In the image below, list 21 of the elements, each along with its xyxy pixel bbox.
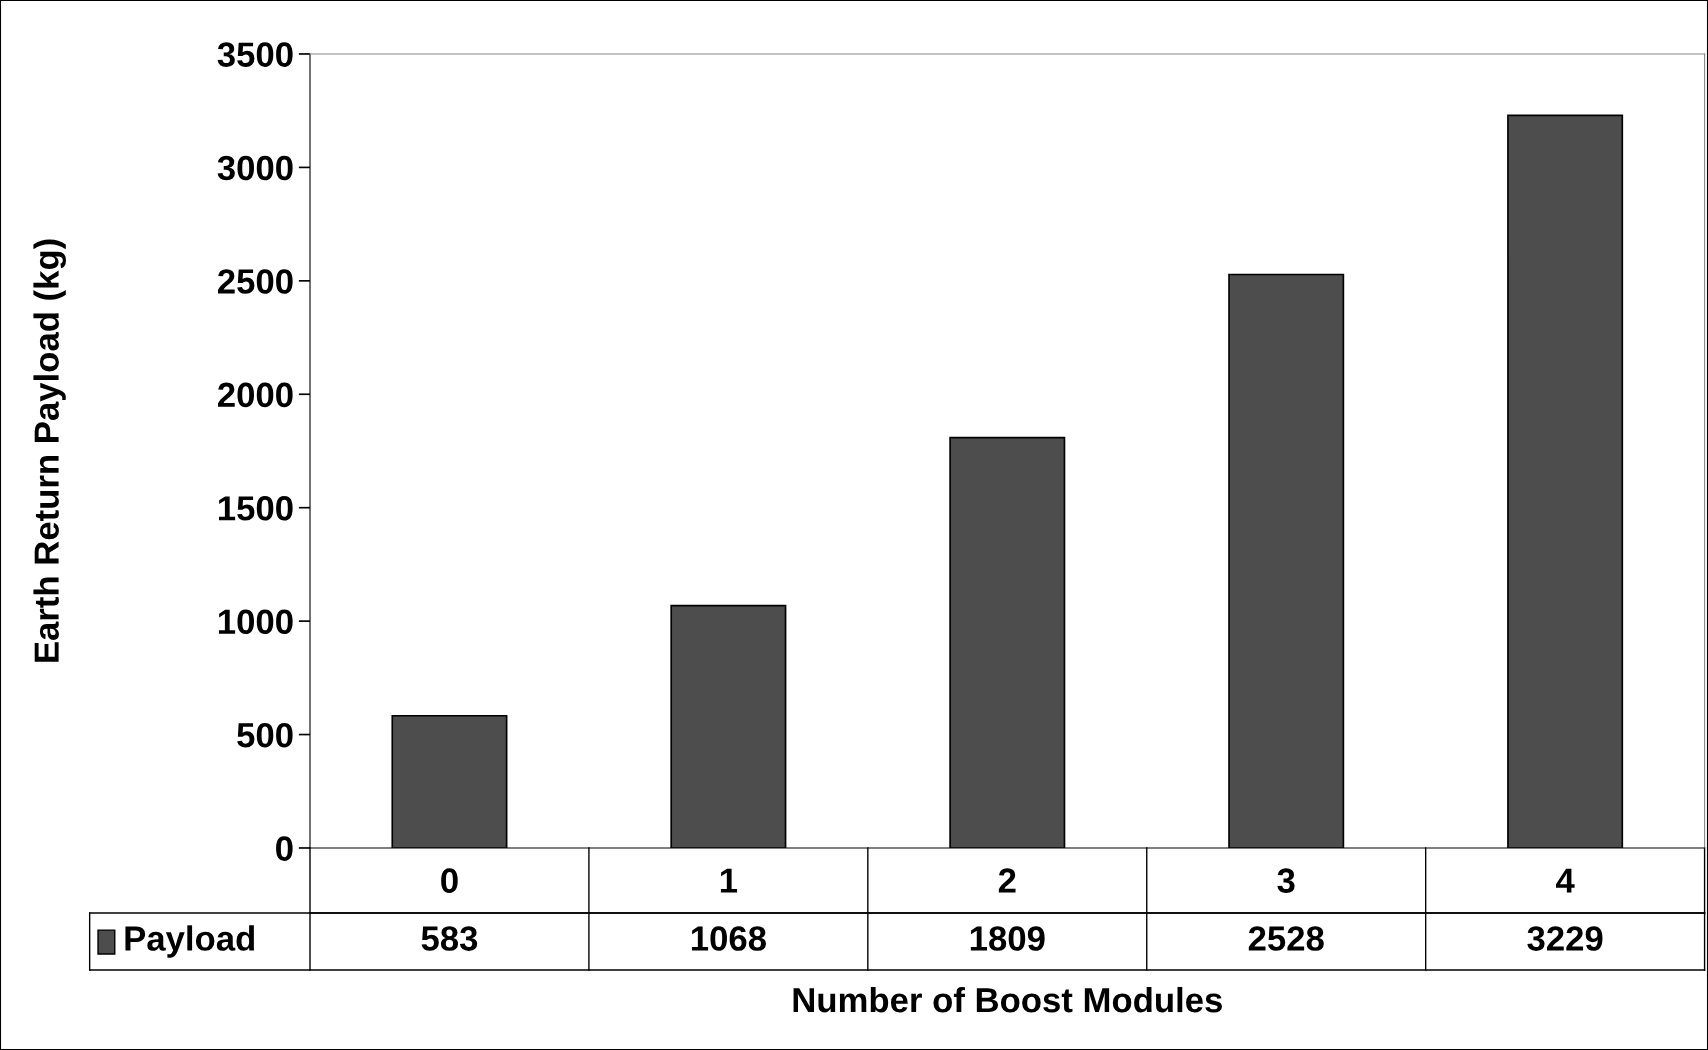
x-tick-label: 2 [998,868,1016,893]
y-tick-label: 3500 [217,42,293,67]
y-tick-label: 3000 [217,155,293,181]
y-tick-label: 2000 [218,382,293,408]
y-tick-label: 0 [276,836,293,861]
y-tick-label: 500 [237,722,293,748]
x-tick-label: 4 [1556,868,1575,893]
data-label: 583 [421,926,478,951]
y-axis-title: Earth Return Payload (kg) [33,239,66,662]
data-label: 2528 [1248,926,1324,951]
data-label: 1068 [691,926,766,951]
x-tick-label: 3 [1277,868,1295,893]
x-axis-title: Number of Boost Modules [793,986,1222,1013]
y-tick-label: 2500 [218,269,293,294]
x-tick-label: 0 [441,868,458,893]
data-label: 1809 [970,926,1045,951]
y-tick-label: 1500 [218,496,293,521]
x-tick-label: 1 [720,868,738,893]
legend-label: Payload [125,925,254,958]
y-tick-label: 1000 [218,609,293,635]
data-label: 3229 [1527,926,1603,951]
